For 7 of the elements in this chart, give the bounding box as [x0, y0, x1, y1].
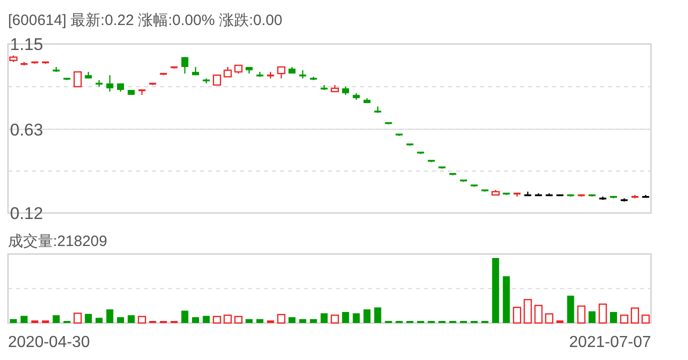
text: 2021-07-07: [569, 334, 652, 351]
text: 2020-04-30: [8, 334, 90, 351]
chart-title: 成交量:218209: [8, 233, 108, 250]
y-tick-label: 0.63: [10, 120, 44, 140]
y-tick-label: 0.12: [10, 204, 44, 223]
chart-title: [600614] 最新:0.22 涨幅:0.00% 涨跌:0.00: [8, 12, 282, 29]
y-tick-label: 1.15: [10, 35, 44, 54]
